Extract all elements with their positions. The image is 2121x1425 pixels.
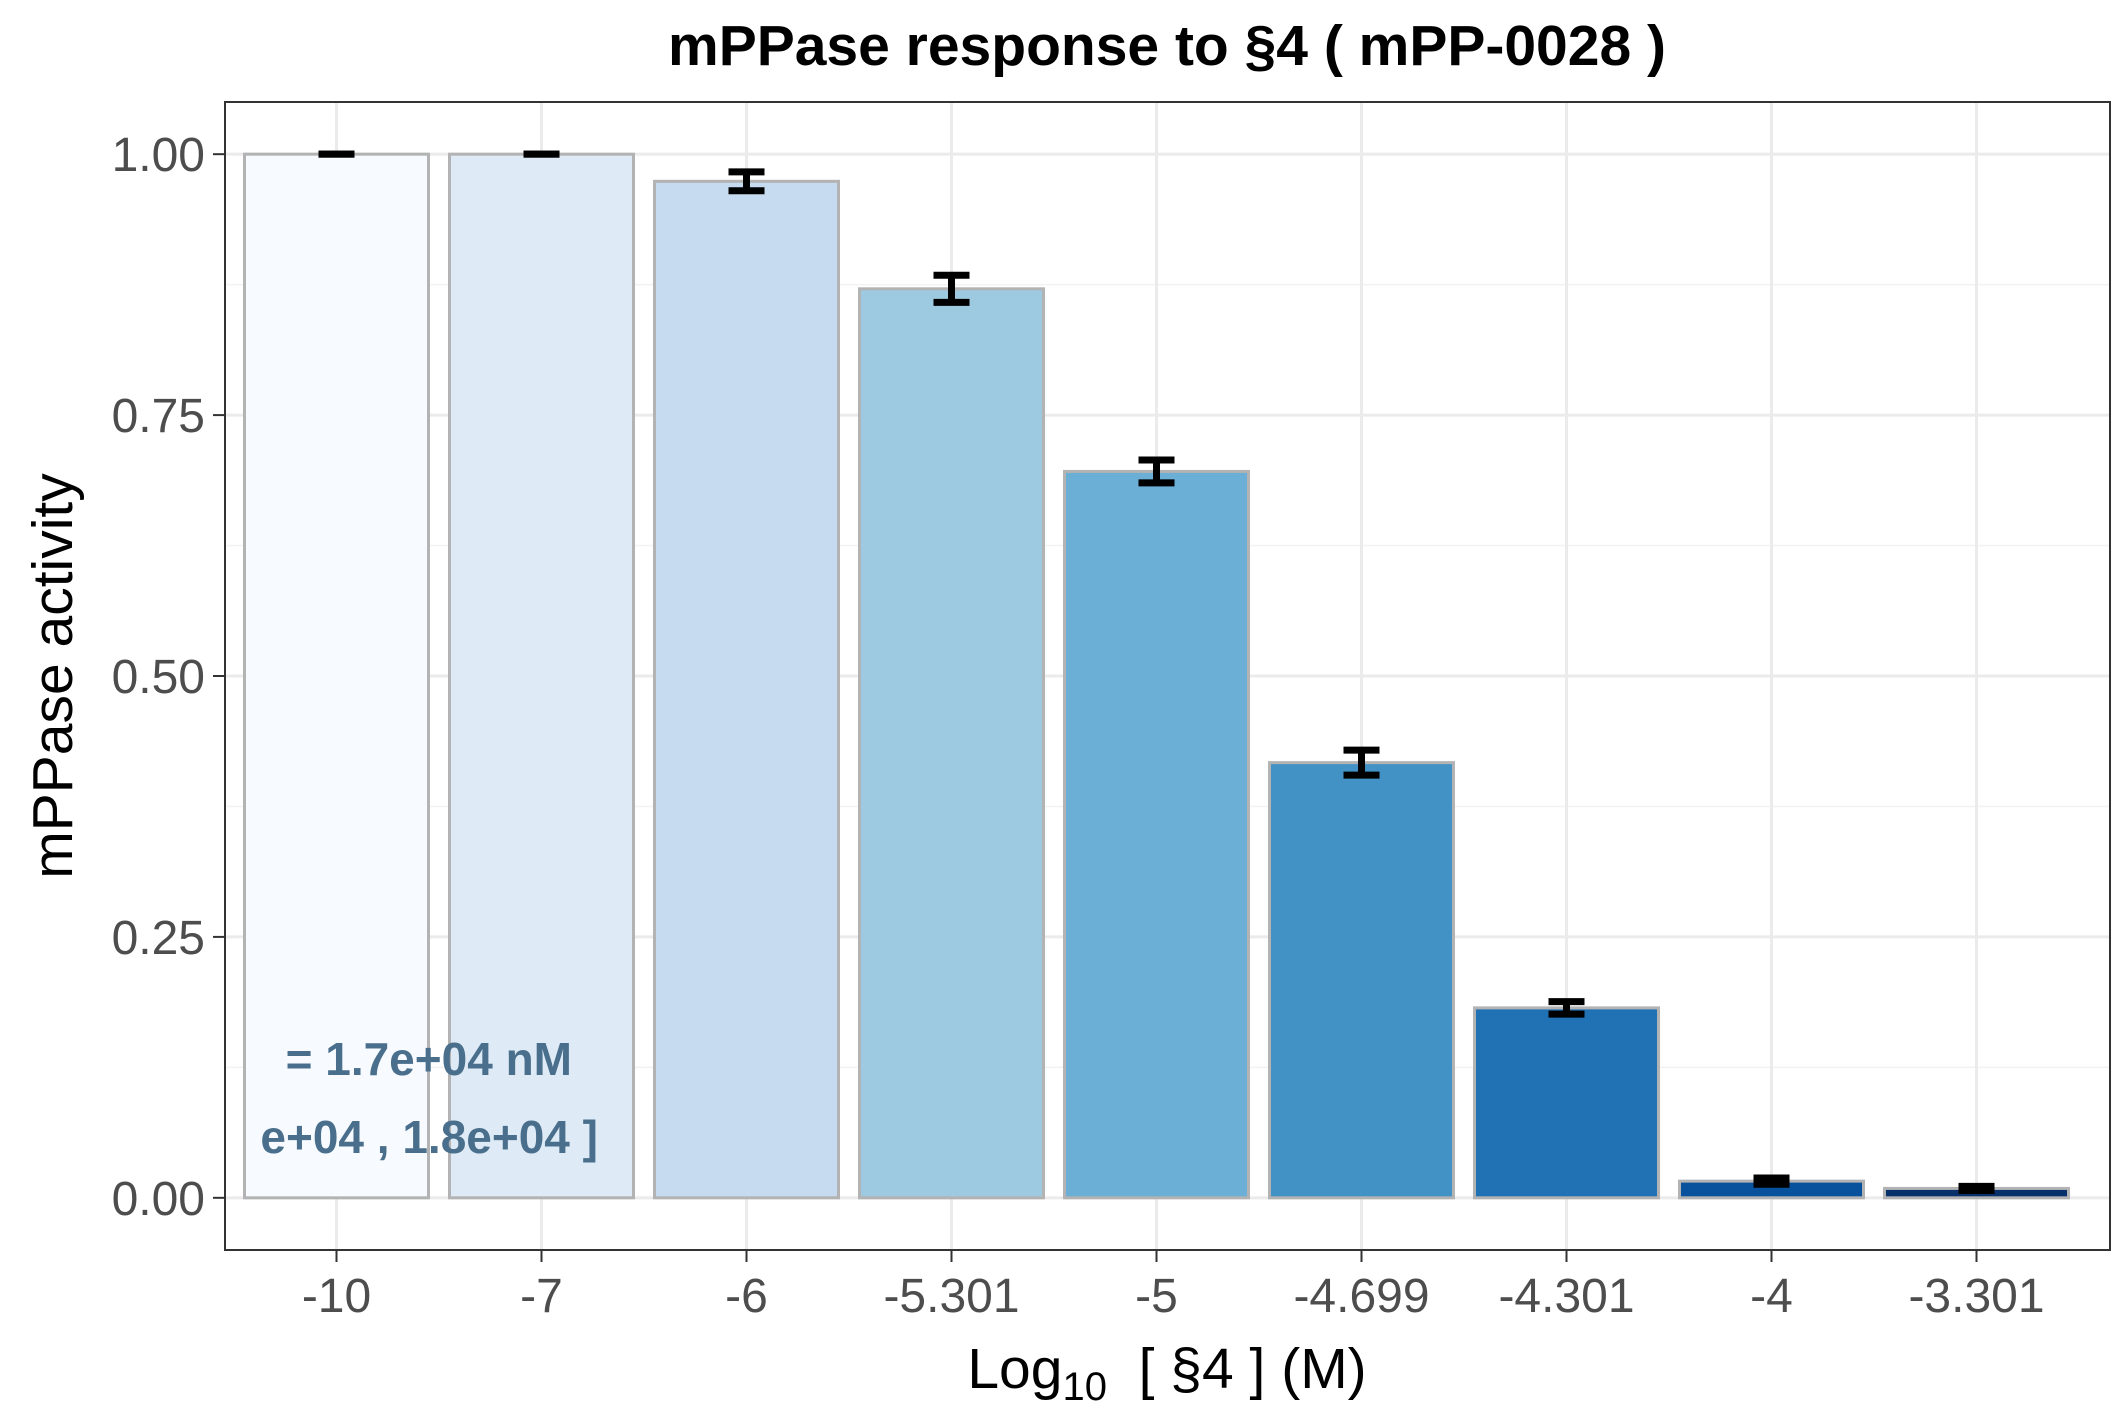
- bars: [243, 152, 2070, 1200]
- x-axis-ticks: -10 -7 -6 -5.301 -5 -4.699 -4.301 -4 -3.301: [302, 1250, 2045, 1323]
- bar--5.301: [858, 287, 1045, 1200]
- annotation-clip-mask: [0, 102, 224, 1250]
- annotation-1: = 1.7e+04 nM: [286, 1033, 572, 1085]
- x-axis-title-prefix: Log: [967, 1337, 1062, 1401]
- x-tick-label: -7: [520, 1270, 563, 1323]
- annotation-2: e+04 , 1.8e+04 ]: [260, 1111, 598, 1163]
- x-tick-label: -5: [1135, 1270, 1178, 1323]
- x-axis-title-rest: [ §4 ] (M): [1107, 1337, 1367, 1401]
- x-tick-label: -6: [725, 1270, 768, 1323]
- error-bar--5.301: [933, 271, 970, 306]
- x-tick-label: -5.301: [883, 1270, 1019, 1323]
- error-bar--4: [1753, 1174, 1790, 1188]
- x-tick-label: -4.699: [1293, 1270, 1429, 1323]
- bar--5: [1063, 469, 1250, 1200]
- x-tick-label: -4.301: [1498, 1270, 1634, 1323]
- x-tick-label: -4: [1750, 1270, 1793, 1323]
- x-axis-title: Log10 [ §4 ] (M): [967, 1337, 1366, 1409]
- x-tick-label: -10: [302, 1270, 371, 1323]
- y-tick-label: 1.00: [112, 129, 205, 182]
- error-bars: [318, 150, 1995, 1195]
- annotations: = 1.7e+04 nM e+04 , 1.8e+04 ]: [0, 102, 598, 1250]
- y-axis-ticks: 0.00 0.25 0.50 0.75 1.00: [112, 129, 225, 1226]
- error-bar--4.301: [1548, 998, 1585, 1018]
- y-tick-label: 0.75: [112, 390, 205, 443]
- error-bar--4.699: [1343, 746, 1380, 779]
- bar--4.301: [1473, 1006, 1660, 1200]
- y-tick-label: 0.50: [112, 651, 205, 704]
- bar--10: [243, 152, 430, 1200]
- y-axis-title: mPPase activity: [21, 473, 85, 879]
- x-tick-label: -3.301: [1908, 1270, 2044, 1323]
- y-tick-label: 0.25: [112, 912, 205, 965]
- x-axis-title-subscript: 10: [1062, 1365, 1107, 1409]
- chart-title: mPPase response to §4 ( mPP-0028 ): [668, 14, 1666, 78]
- bar--6: [653, 179, 840, 1200]
- error-bar--5: [1138, 456, 1175, 487]
- bar--7: [448, 152, 635, 1200]
- y-tick-label: 0.00: [112, 1173, 205, 1226]
- error-bar--6: [728, 168, 765, 195]
- error-bar--3.301: [1958, 1182, 1995, 1195]
- bar--4.699: [1268, 761, 1455, 1200]
